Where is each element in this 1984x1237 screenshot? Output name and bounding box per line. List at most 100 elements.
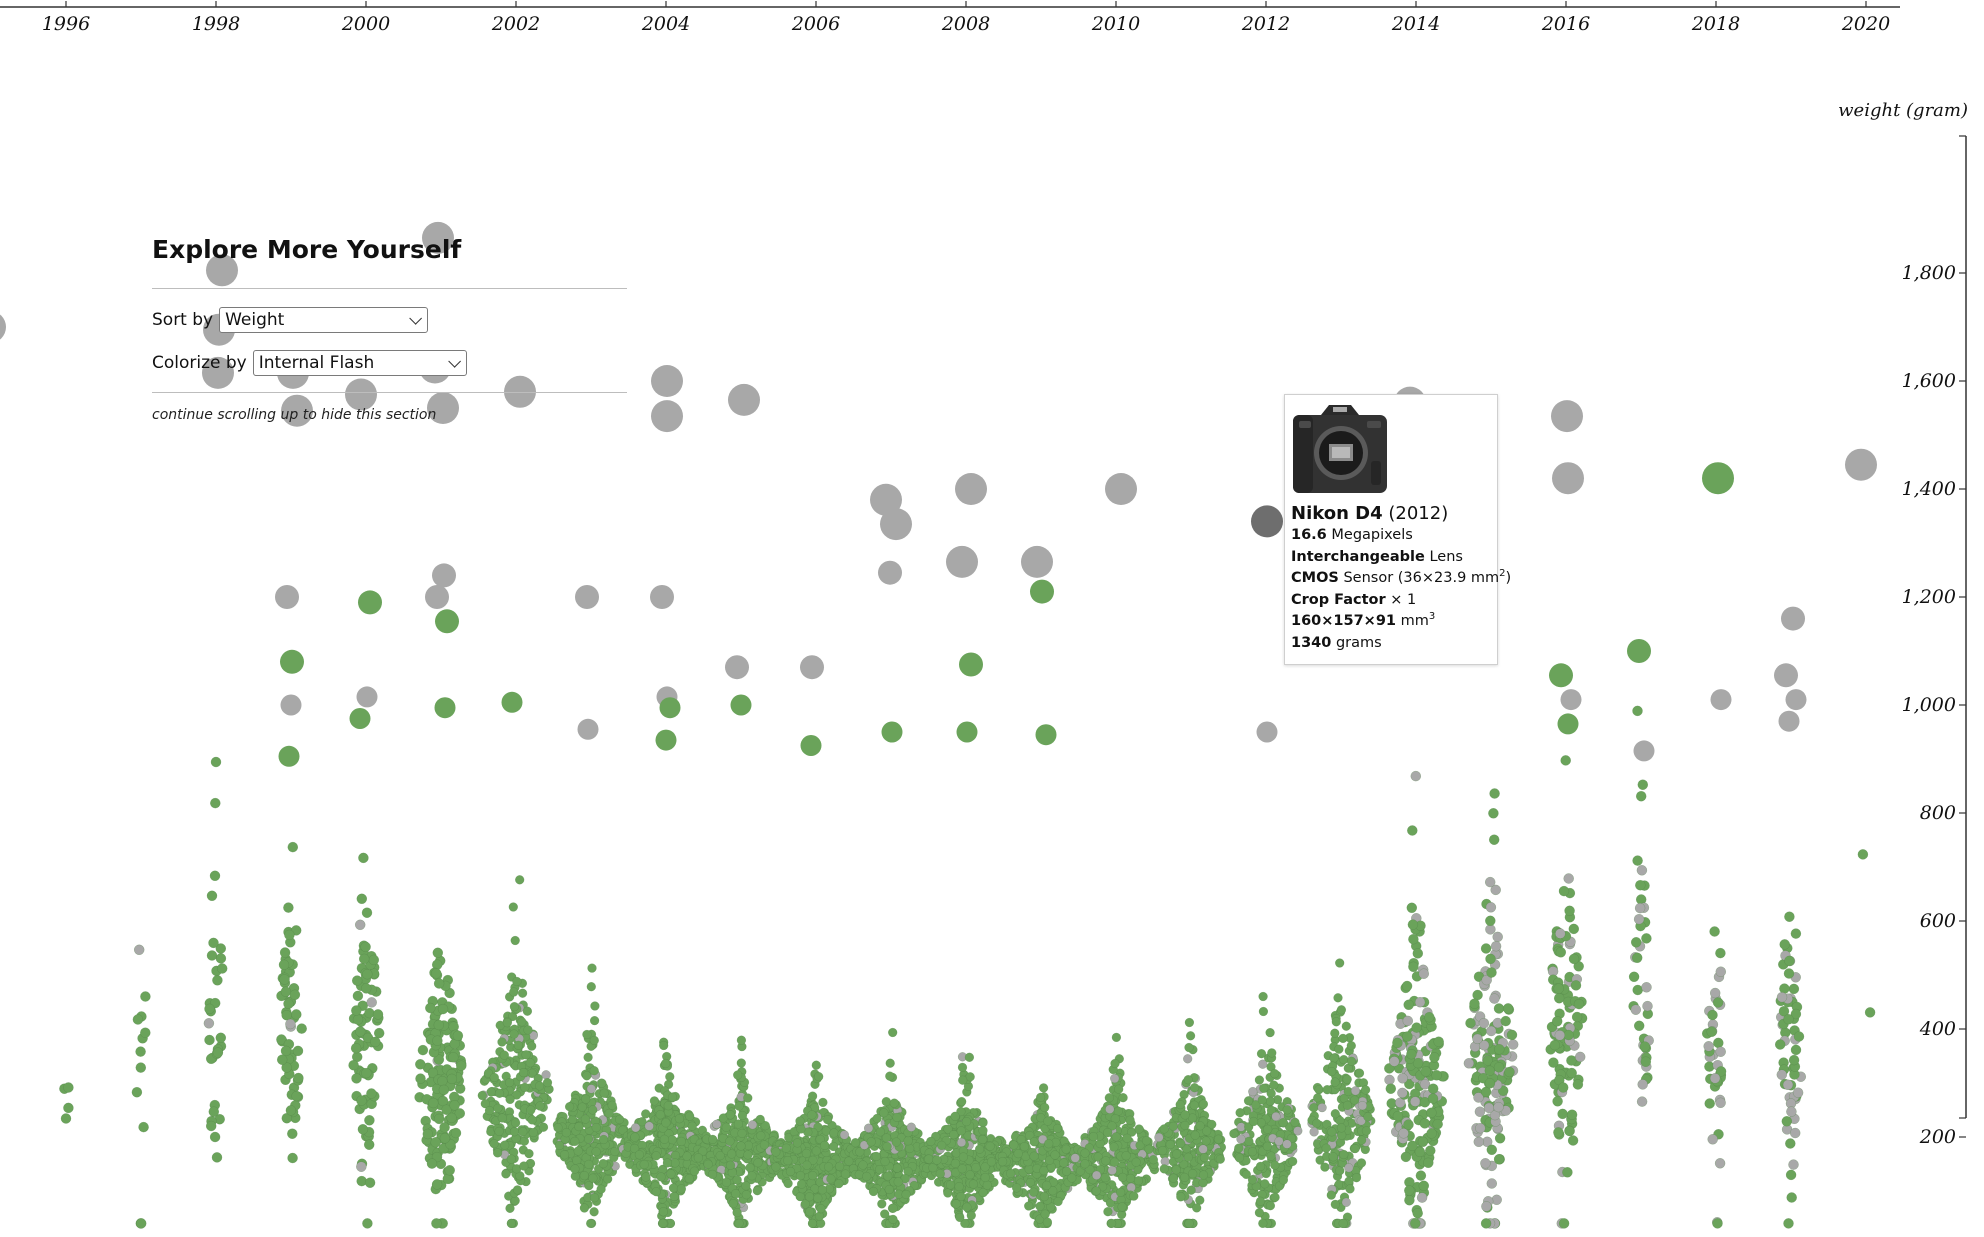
camera-dot[interactable] xyxy=(1279,1118,1288,1127)
camera-dot[interactable] xyxy=(514,1041,523,1050)
camera-dot[interactable] xyxy=(432,1179,442,1189)
camera-dot[interactable] xyxy=(140,1028,150,1038)
camera-dot[interactable] xyxy=(1195,1196,1204,1205)
camera-dot[interactable] xyxy=(284,930,294,940)
camera-dot[interactable] xyxy=(805,1207,814,1216)
camera-dot[interactable] xyxy=(1051,1151,1060,1160)
camera-dot[interactable] xyxy=(708,1170,717,1179)
camera-dot[interactable] xyxy=(1155,1133,1164,1142)
camera-dot[interactable] xyxy=(361,1068,371,1078)
camera-dot[interactable] xyxy=(840,1131,849,1140)
camera-dot[interactable] xyxy=(523,1007,532,1016)
camera-dot[interactable] xyxy=(1105,1105,1114,1114)
camera-dot[interactable] xyxy=(677,1137,686,1146)
camera-dot[interactable] xyxy=(597,1185,606,1194)
camera-dot[interactable] xyxy=(506,1204,515,1213)
camera-dot[interactable] xyxy=(1710,988,1720,998)
camera-dot[interactable] xyxy=(1029,1188,1038,1197)
camera-dot[interactable] xyxy=(1092,1187,1101,1196)
camera-dot[interactable] xyxy=(729,1199,738,1208)
camera-dot[interactable] xyxy=(635,1150,644,1159)
camera-dot[interactable] xyxy=(451,1128,461,1138)
camera-dot[interactable] xyxy=(1344,1163,1353,1172)
camera-dot[interactable] xyxy=(902,1190,911,1199)
camera-dot[interactable] xyxy=(650,1097,659,1106)
camera-dot[interactable] xyxy=(509,988,518,997)
camera-dot[interactable] xyxy=(1408,934,1418,944)
camera-dot[interactable] xyxy=(292,1091,302,1101)
camera-dot[interactable] xyxy=(212,975,222,985)
camera-dot[interactable] xyxy=(1705,1099,1715,1109)
camera-dot[interactable] xyxy=(527,1042,536,1051)
camera-dot-large[interactable] xyxy=(1552,462,1584,494)
camera-dot[interactable] xyxy=(600,1089,609,1098)
camera-dot[interactable] xyxy=(665,1072,674,1081)
camera-dot[interactable] xyxy=(529,1128,538,1137)
camera-dot[interactable] xyxy=(1256,1197,1265,1206)
camera-dot[interactable] xyxy=(1569,924,1579,934)
camera-dot[interactable] xyxy=(1415,997,1425,1007)
camera-dot[interactable] xyxy=(590,1016,599,1025)
camera-dot[interactable] xyxy=(428,1098,438,1108)
camera-dot[interactable] xyxy=(813,1194,822,1203)
camera-dot[interactable] xyxy=(210,1132,220,1142)
camera-dot-large[interactable] xyxy=(358,590,382,614)
camera-dot[interactable] xyxy=(578,1103,587,1112)
camera-dot[interactable] xyxy=(434,1114,444,1124)
camera-dot[interactable] xyxy=(731,1189,740,1198)
camera-dot[interactable] xyxy=(631,1133,640,1142)
camera-dot[interactable] xyxy=(560,1150,569,1159)
camera-dot[interactable] xyxy=(1464,1058,1474,1068)
camera-dot[interactable] xyxy=(1413,948,1423,958)
camera-dot[interactable] xyxy=(957,1097,966,1106)
camera-dot[interactable] xyxy=(587,982,596,991)
camera-dot[interactable] xyxy=(495,1089,504,1098)
camera-dot[interactable] xyxy=(882,1097,891,1106)
camera-dot[interactable] xyxy=(1169,1174,1178,1183)
camera-dot[interactable] xyxy=(660,1135,669,1144)
camera-dot[interactable] xyxy=(738,1129,747,1138)
camera-dot[interactable] xyxy=(281,1046,291,1056)
camera-dot[interactable] xyxy=(490,1139,499,1148)
camera-dot[interactable] xyxy=(554,1123,563,1132)
camera-dot[interactable] xyxy=(1343,1075,1352,1084)
camera-dot-large[interactable] xyxy=(1779,711,1800,732)
camera-dot[interactable] xyxy=(1858,849,1868,859)
camera-dot[interactable] xyxy=(1487,1145,1497,1155)
camera-dot[interactable] xyxy=(1784,1218,1794,1228)
camera-dot[interactable] xyxy=(1270,1161,1279,1170)
camera-dot[interactable] xyxy=(1407,826,1417,836)
camera-dot[interactable] xyxy=(822,1127,831,1136)
camera-dot[interactable] xyxy=(1715,1158,1725,1168)
camera-dot[interactable] xyxy=(1190,1101,1199,1110)
camera-dot[interactable] xyxy=(355,1027,365,1037)
camera-dot[interactable] xyxy=(1237,1135,1246,1144)
camera-dot[interactable] xyxy=(207,891,217,901)
camera-dot[interactable] xyxy=(851,1138,860,1147)
camera-dot-large[interactable] xyxy=(435,609,459,633)
camera-dot[interactable] xyxy=(1789,984,1799,994)
camera-dot[interactable] xyxy=(1176,1192,1185,1201)
camera-dot[interactable] xyxy=(1486,902,1496,912)
camera-dot[interactable] xyxy=(907,1123,916,1132)
camera-dot[interactable] xyxy=(1309,1103,1318,1112)
camera-dot[interactable] xyxy=(1351,1144,1360,1153)
camera-dot[interactable] xyxy=(418,1045,428,1055)
camera-dot-large[interactable] xyxy=(1702,462,1734,494)
camera-dot[interactable] xyxy=(1402,1032,1412,1042)
camera-dot[interactable] xyxy=(784,1179,793,1188)
camera-dot[interactable] xyxy=(889,1215,898,1224)
camera-dot[interactable] xyxy=(668,1135,677,1144)
camera-dot[interactable] xyxy=(957,1138,966,1147)
camera-dot[interactable] xyxy=(353,991,363,1001)
camera-dot[interactable] xyxy=(1486,1026,1496,1036)
camera-dot[interactable] xyxy=(1362,1127,1371,1136)
camera-dot[interactable] xyxy=(1196,1121,1205,1130)
camera-dot[interactable] xyxy=(522,1050,531,1059)
camera-dot-large[interactable] xyxy=(279,746,300,767)
camera-dot[interactable] xyxy=(881,1157,890,1166)
camera-dot[interactable] xyxy=(1553,1127,1563,1137)
camera-dot[interactable] xyxy=(1707,1027,1717,1037)
camera-dot[interactable] xyxy=(1234,1144,1243,1153)
camera-dot[interactable] xyxy=(1230,1129,1239,1138)
